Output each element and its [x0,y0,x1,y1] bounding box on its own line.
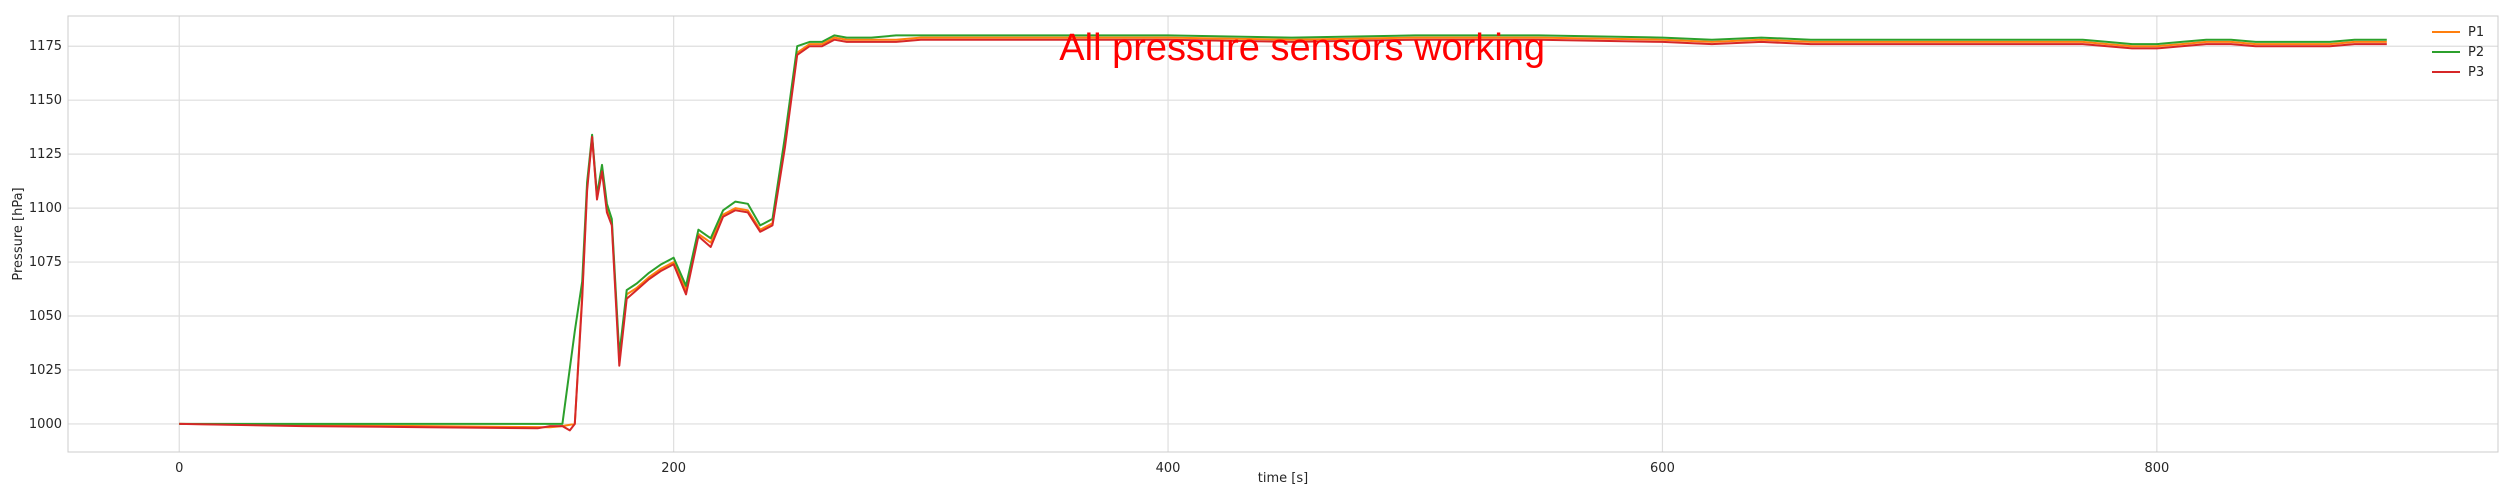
plot-area [179,34,2387,432]
y-tick-label: 1125 [29,147,62,162]
y-tick-label: 1000 [29,417,62,432]
x-axis-label: time [s] [1258,471,1308,486]
x-tick-label: 0 [175,461,183,476]
grid [68,16,2498,452]
y-tick-label: 1075 [29,255,62,270]
y-tick-label: 1150 [29,93,62,108]
legend-label-p3: P3 [2468,65,2484,80]
y-axis-label: Pressure [hPa] [11,187,26,280]
x-tick-label: 400 [1156,461,1181,476]
plot-frame [67,15,2499,453]
legend-label-p2: P2 [2468,45,2484,60]
legend-label-p1: P1 [2468,25,2484,40]
x-tick-labels: 0 200 400 600 800 [175,461,2169,476]
x-tick-label: 800 [2144,461,2169,476]
series-line-p2 [179,34,2387,425]
y-tick-label: 1175 [29,39,62,54]
y-tick-label: 1025 [29,363,62,378]
y-tick-label: 1050 [29,309,62,324]
y-tick-label: 1100 [29,201,62,216]
y-tick-labels: 1000 1025 1050 1075 1100 1125 1150 1175 [29,39,62,432]
series-line-p3 [179,38,2387,432]
annotation-text: All pressure sensors working [1059,27,1545,69]
series-line-p1 [179,36,2387,429]
x-tick-label: 600 [1650,461,1675,476]
x-tick-label: 200 [661,461,686,476]
legend: P1 P2 P3 [2432,25,2484,80]
